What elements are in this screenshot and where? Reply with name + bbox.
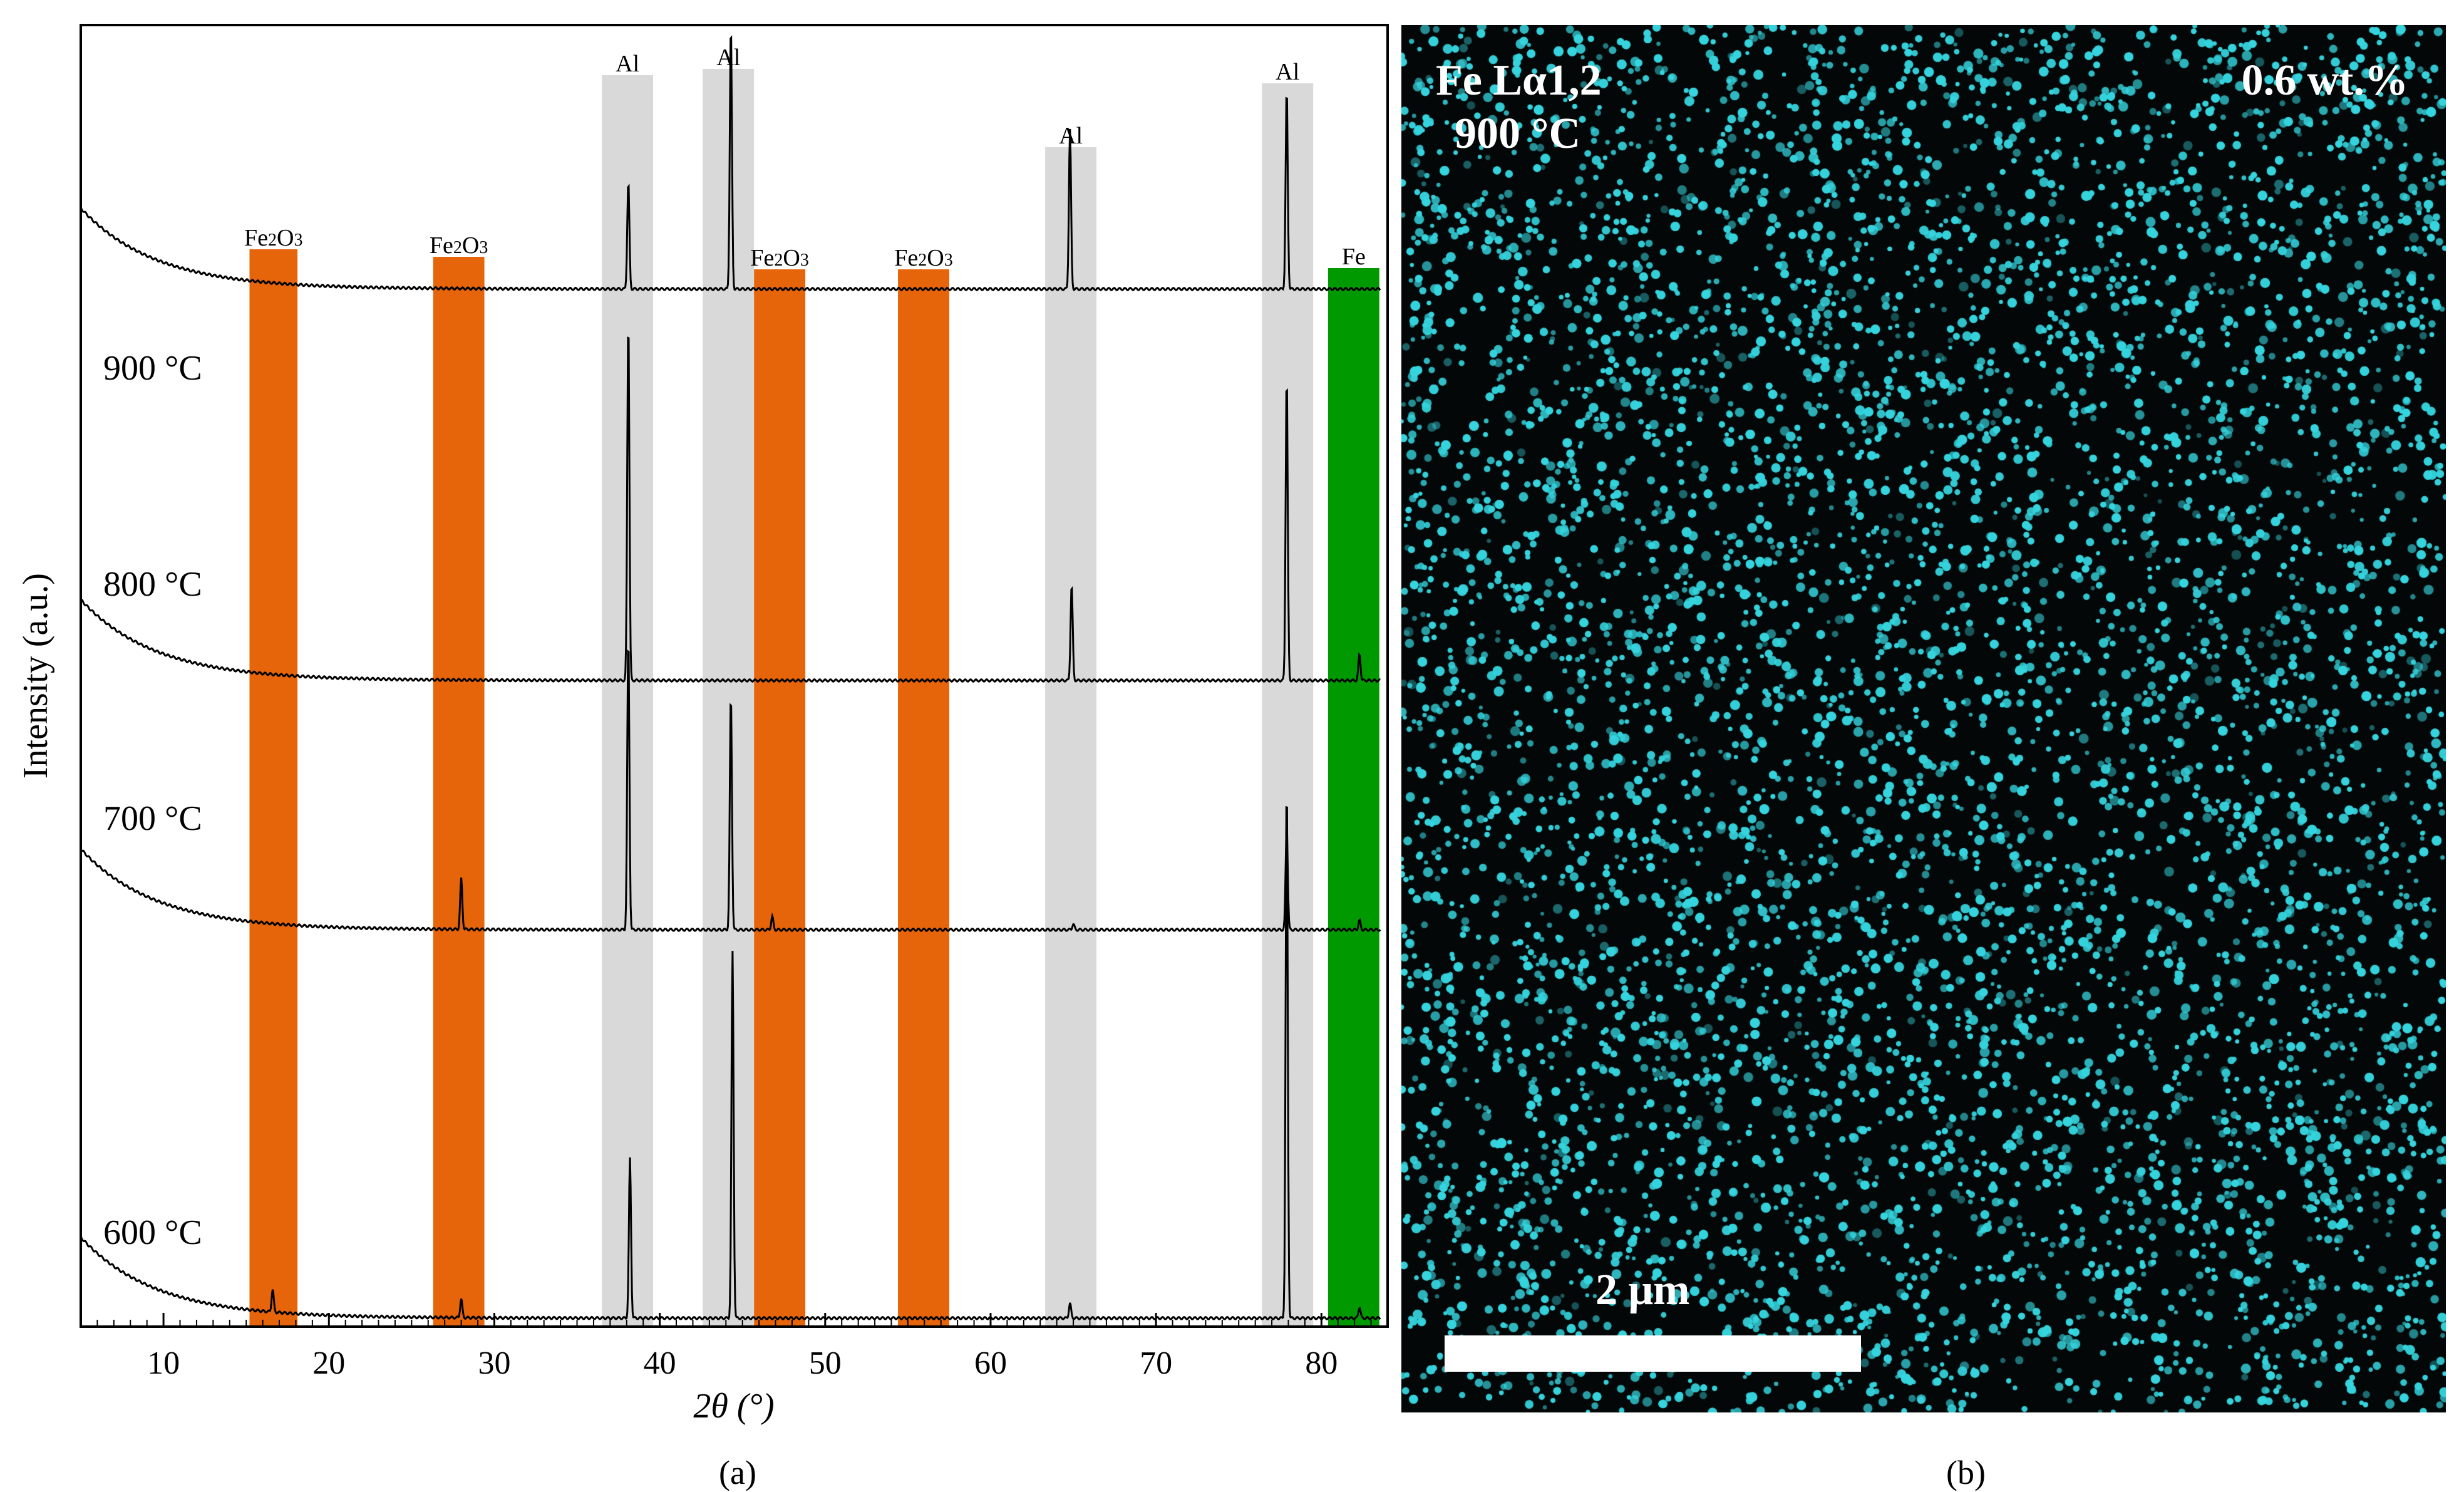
xrd-trace: [80, 806, 1381, 1320]
temperature-label: 900 °C: [103, 349, 202, 388]
edx-scale-bar: [1445, 1335, 1861, 1372]
x-axis-label: 2θ (°): [693, 1387, 774, 1426]
x-tick-label: 40: [644, 1345, 676, 1381]
phase-band-label: Al: [1276, 59, 1299, 85]
x-axis-ticks: 10 20 30 40 50 60 70 80: [96, 1313, 1388, 1381]
temperature-label: 800 °C: [103, 565, 202, 604]
edx-element-map: Fe Lα1,2 900 °C 0.6 wt.% 2 μm: [1401, 25, 2446, 1412]
phase-band-label: Al: [716, 44, 740, 71]
phase-band-label: Fe2O3: [244, 225, 302, 251]
panel-b-caption: (b): [1946, 1454, 1986, 1491]
phase-band-label: Fe2O3: [430, 232, 488, 259]
phase-band-fe2o3: [249, 249, 298, 1327]
panel-a-caption: (a): [719, 1454, 756, 1491]
phase-band-label: Fe2O3: [750, 245, 808, 271]
edx-scale-label: 2 μm: [1595, 1266, 1690, 1314]
xrd-trace: [81, 336, 1381, 683]
x-tick-label: 60: [974, 1345, 1007, 1381]
temperature-label: 700 °C: [103, 799, 202, 838]
x-tick-label: 70: [1140, 1345, 1172, 1381]
phase-band-fe2o3: [433, 257, 485, 1327]
temperature-label: 600 °C: [103, 1213, 202, 1252]
x-tick-label: 10: [147, 1345, 180, 1381]
edx-concentration: 0.6 wt.%: [2241, 56, 2408, 105]
phase-band-fe2o3: [754, 269, 806, 1327]
phase-band-al: [1045, 147, 1097, 1327]
plot-frame: [80, 24, 1389, 1328]
phase-band-fe2o3: [898, 269, 949, 1327]
phase-band-label: Al: [616, 51, 639, 77]
x-tick-label: 80: [1305, 1345, 1338, 1381]
x-tick-label: 30: [478, 1345, 510, 1381]
phase-band-label: Fe2O3: [894, 245, 952, 271]
xrd-traces: [80, 35, 1381, 1320]
phase-band-label: Fe: [1342, 244, 1366, 270]
xrd-trace: [80, 649, 1381, 932]
x-tick-label: 20: [312, 1345, 345, 1381]
xrd-trace: [80, 35, 1381, 291]
phase-bands: [249, 69, 1379, 1327]
y-axis-label: Intensity (a.u.): [16, 573, 55, 779]
edx-temperature: 900 °C: [1455, 110, 1581, 158]
edx-map-image: [1401, 25, 2446, 1412]
temperature-labels: 600 °C 700 °C 800 °C 900 °C: [103, 349, 202, 1252]
edx-element-label: Fe Lα1,2: [1436, 56, 1602, 105]
x-tick-label: 50: [809, 1345, 842, 1381]
phase-band-fe: [1327, 268, 1379, 1327]
